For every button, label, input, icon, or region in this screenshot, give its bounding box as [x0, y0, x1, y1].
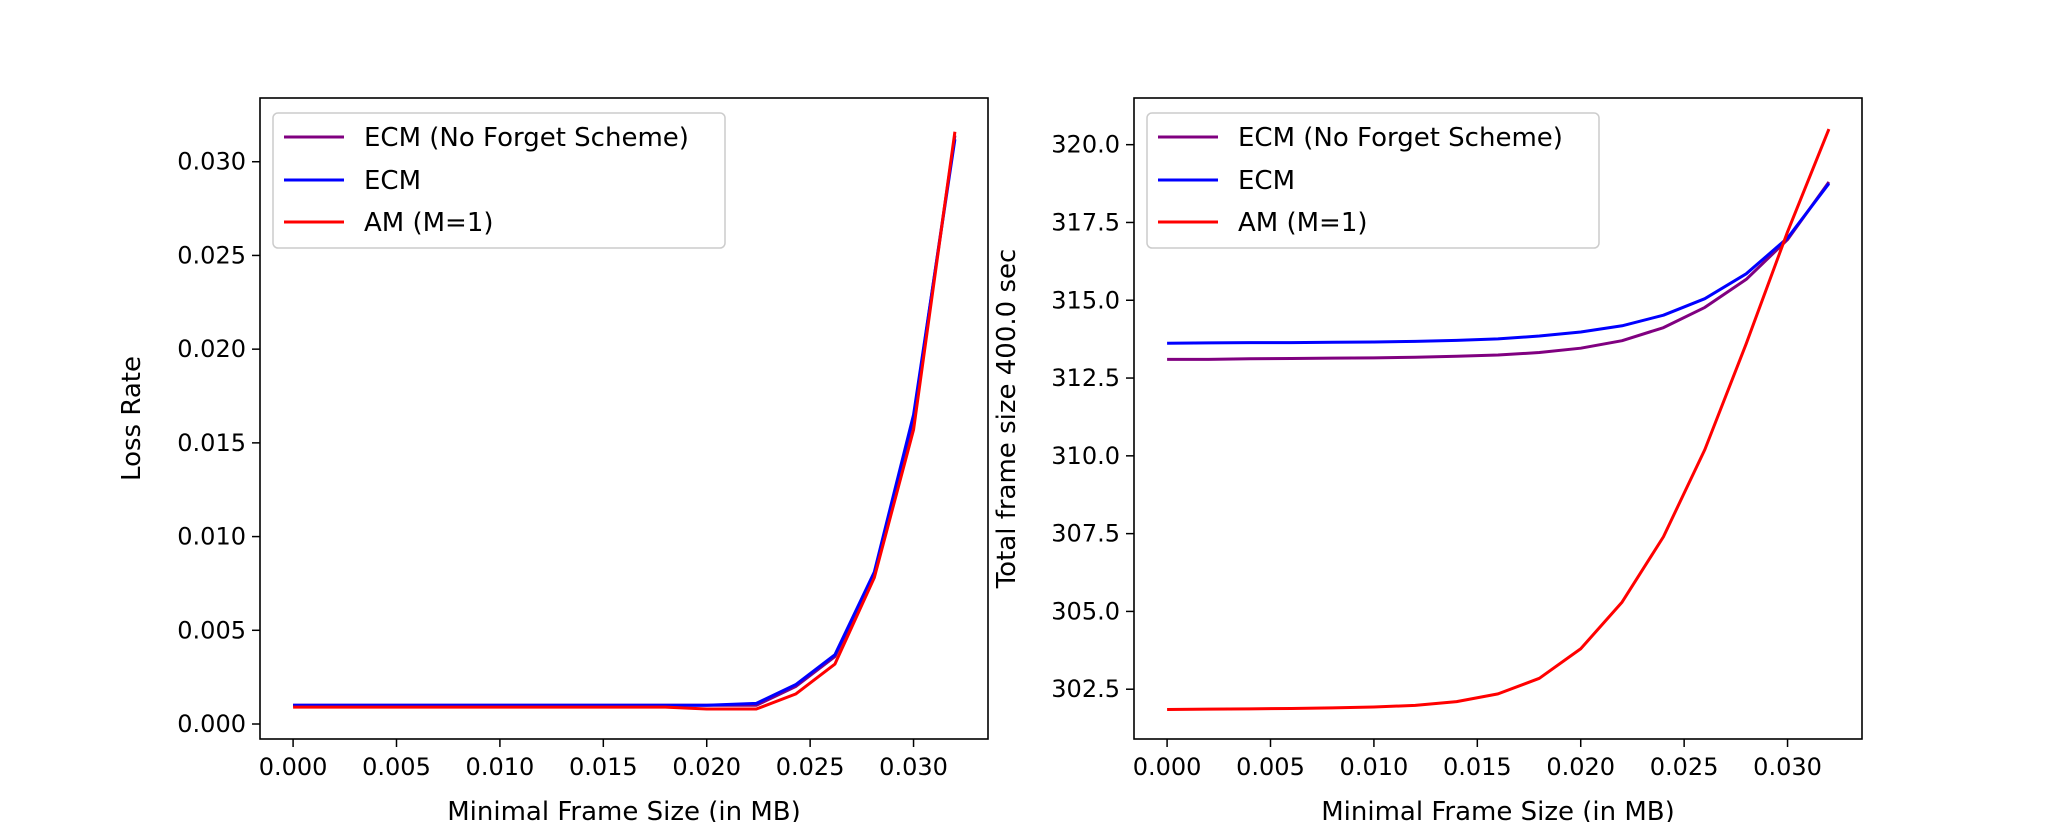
legend-label-ecm: ECM	[1238, 166, 1295, 196]
x-tick-label: 0.030	[879, 753, 948, 781]
series-lines	[1167, 128, 1831, 711]
x-tick-label: 0.015	[569, 753, 638, 781]
y-tick-label: 0.010	[177, 523, 246, 551]
legend-label-am: AM (M=1)	[1238, 208, 1368, 238]
x-tick-label: 0.005	[362, 753, 431, 781]
x-tick-label: 0.015	[1443, 753, 1512, 781]
series-line-ecm	[293, 139, 957, 707]
series-line-am	[1167, 128, 1831, 711]
x-tick-label: 0.000	[259, 753, 328, 781]
y-tick-label: 317.5	[1051, 208, 1120, 236]
series-line-am	[293, 131, 957, 711]
y-tick-label: 305.0	[1051, 597, 1120, 625]
y-tick-label: 302.5	[1051, 675, 1120, 703]
plot-area-border	[1133, 97, 1863, 740]
y-tick-label: 0.025	[177, 241, 246, 269]
y-axis-label: Loss Rate	[117, 356, 147, 481]
x-tick-label: 0.010	[466, 753, 535, 781]
x-tick-label: 0.005	[1236, 753, 1305, 781]
y-tick-label: 0.000	[177, 710, 246, 738]
x-tick-label: 0.025	[1650, 753, 1719, 781]
x-tick-label: 0.020	[1546, 753, 1615, 781]
legend-frame	[272, 112, 726, 249]
x-tick-label: 0.010	[1340, 753, 1409, 781]
legend-label-ecm: ECM	[364, 166, 421, 196]
legend: ECM (No Forget Scheme) ECM AM (M=1)	[272, 112, 726, 249]
y-tick-label: 315.0	[1051, 286, 1120, 314]
legend: ECM (No Forget Scheme) ECM AM (M=1)	[1146, 112, 1600, 249]
chart-total-frame-size: 0.000 0.005 0.010 0.015 0.020 0.025 0.030 302.…	[992, 97, 1863, 822]
x-tick-label: 0.020	[672, 753, 741, 781]
y-tick-label: 0.030	[177, 148, 246, 176]
chart-loss-rate: 0.000 0.005 0.010 0.015 0.020 0.025 0.030 0.00…	[117, 97, 989, 822]
y-tick-label: 310.0	[1051, 442, 1120, 470]
y-tick-label: 0.005	[177, 616, 246, 644]
plot-area-border	[259, 97, 989, 740]
x-tick-label: 0.000	[1133, 753, 1202, 781]
x-axis-label: Minimal Frame Size (in MB)	[447, 797, 801, 822]
x-axis-label: Minimal Frame Size (in MB)	[1321, 797, 1675, 822]
y-tick-label: 0.020	[177, 335, 246, 363]
legend-frame	[1146, 112, 1600, 249]
legend-label-ecm-no-forget: ECM (No Forget Scheme)	[1238, 123, 1563, 153]
y-axis-label: Total frame size 400.0 sec	[992, 249, 1022, 590]
legend-label-am: AM (M=1)	[364, 208, 494, 238]
x-tick-label: 0.025	[776, 753, 845, 781]
series-lines	[293, 131, 957, 711]
y-tick-label: 312.5	[1051, 364, 1120, 392]
y-ticks: 0.000 0.005 0.010 0.015 0.020 0.025 0.030	[177, 148, 260, 738]
x-ticks: 0.000 0.005 0.010 0.015 0.020 0.025 0.030	[259, 739, 948, 781]
y-tick-label: 0.015	[177, 429, 246, 457]
x-tick-label: 0.030	[1753, 753, 1822, 781]
legend-label-ecm-no-forget: ECM (No Forget Scheme)	[364, 123, 689, 153]
series-line-ecm	[1167, 182, 1831, 345]
y-ticks: 302.5 305.0 307.5 310.0 312.5 315.0 317.5 320.0	[1051, 131, 1134, 703]
y-tick-label: 307.5	[1051, 520, 1120, 548]
x-ticks: 0.000 0.005 0.010 0.015 0.020 0.025 0.030	[1133, 739, 1822, 781]
series-line-ecm-no-forget	[1167, 181, 1831, 361]
y-tick-label: 320.0	[1051, 131, 1120, 159]
